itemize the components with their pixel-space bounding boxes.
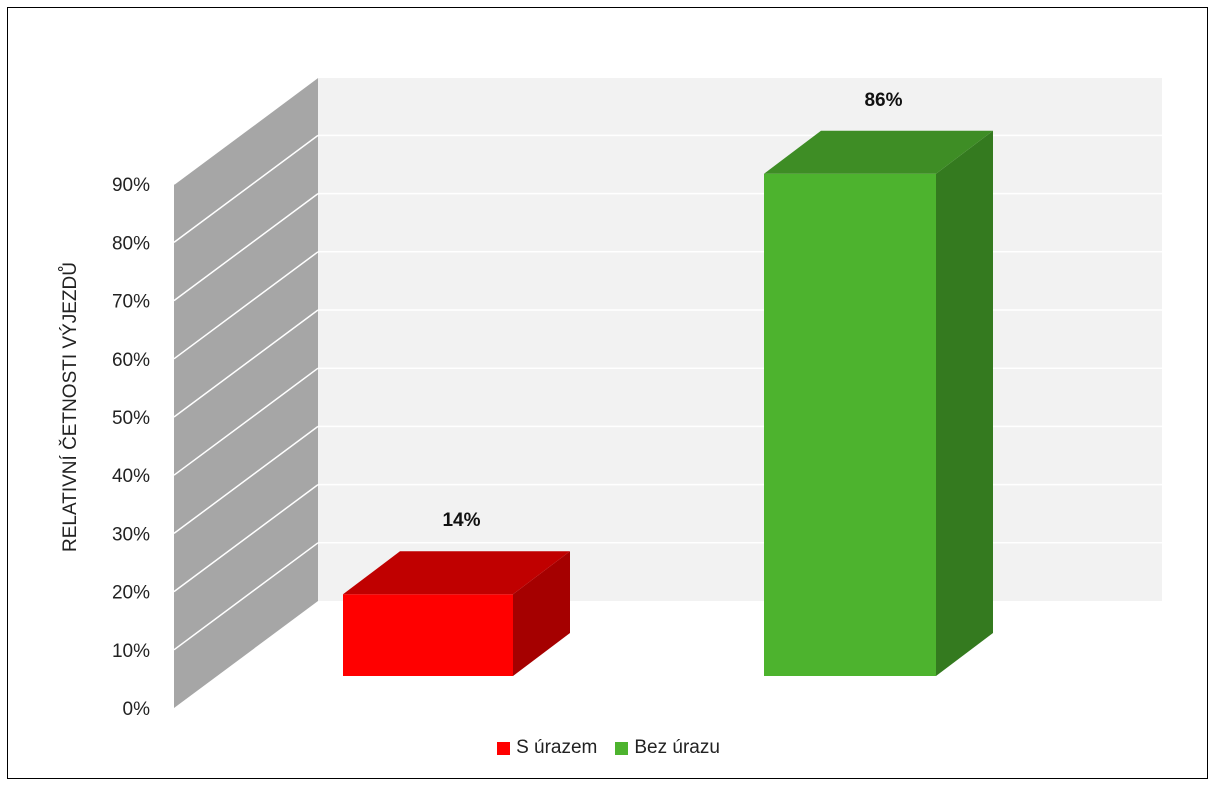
legend-swatch-green [615,741,629,755]
y-tick-label: 70% [112,292,150,313]
y-tick-label: 80% [112,233,150,254]
y-tick-label: 90% [112,175,150,196]
bar-side [936,130,993,676]
legend-label-s-urazem: S úrazem [516,737,598,758]
y-tick-label: 20% [112,583,150,604]
gridline-side [173,425,319,535]
y-tick-label: 50% [112,408,150,429]
gridline-side [173,542,319,651]
bar-side [513,551,570,676]
bar-front [764,173,936,676]
gridline-side [173,76,319,185]
chart-side-wall [174,77,318,708]
y-axis-label: RELATIVNÍ ČETNOSTI VÝJEZDŮ [59,262,81,552]
gridline-side [173,192,319,302]
gridline-side [173,309,319,418]
bar-front [343,594,513,676]
y-tick-label: 40% [112,466,150,487]
legend-label-bez-urazu: Bez úrazu [634,737,720,758]
y-tick-label: 10% [112,641,150,662]
bar-top [343,551,570,595]
y-tick-label: 60% [112,350,150,371]
legend: S úrazem Bez úrazu [0,737,1217,759]
y-tick-label: 0% [123,699,151,720]
data-label: 86% [864,90,902,111]
gridline-side [173,134,319,244]
gridline-side [173,367,319,476]
legend-item-bez-urazu: Bez úrazu [615,737,720,759]
data-label: 14% [442,510,480,531]
y-tick-label: 30% [112,524,150,545]
gridline-side [173,251,319,360]
legend-item-s-urazem: S úrazem [497,737,597,759]
legend-swatch-red [497,741,511,755]
gridline-side [173,483,319,593]
bar-top [764,130,993,174]
chart-back-wall [318,77,1162,601]
